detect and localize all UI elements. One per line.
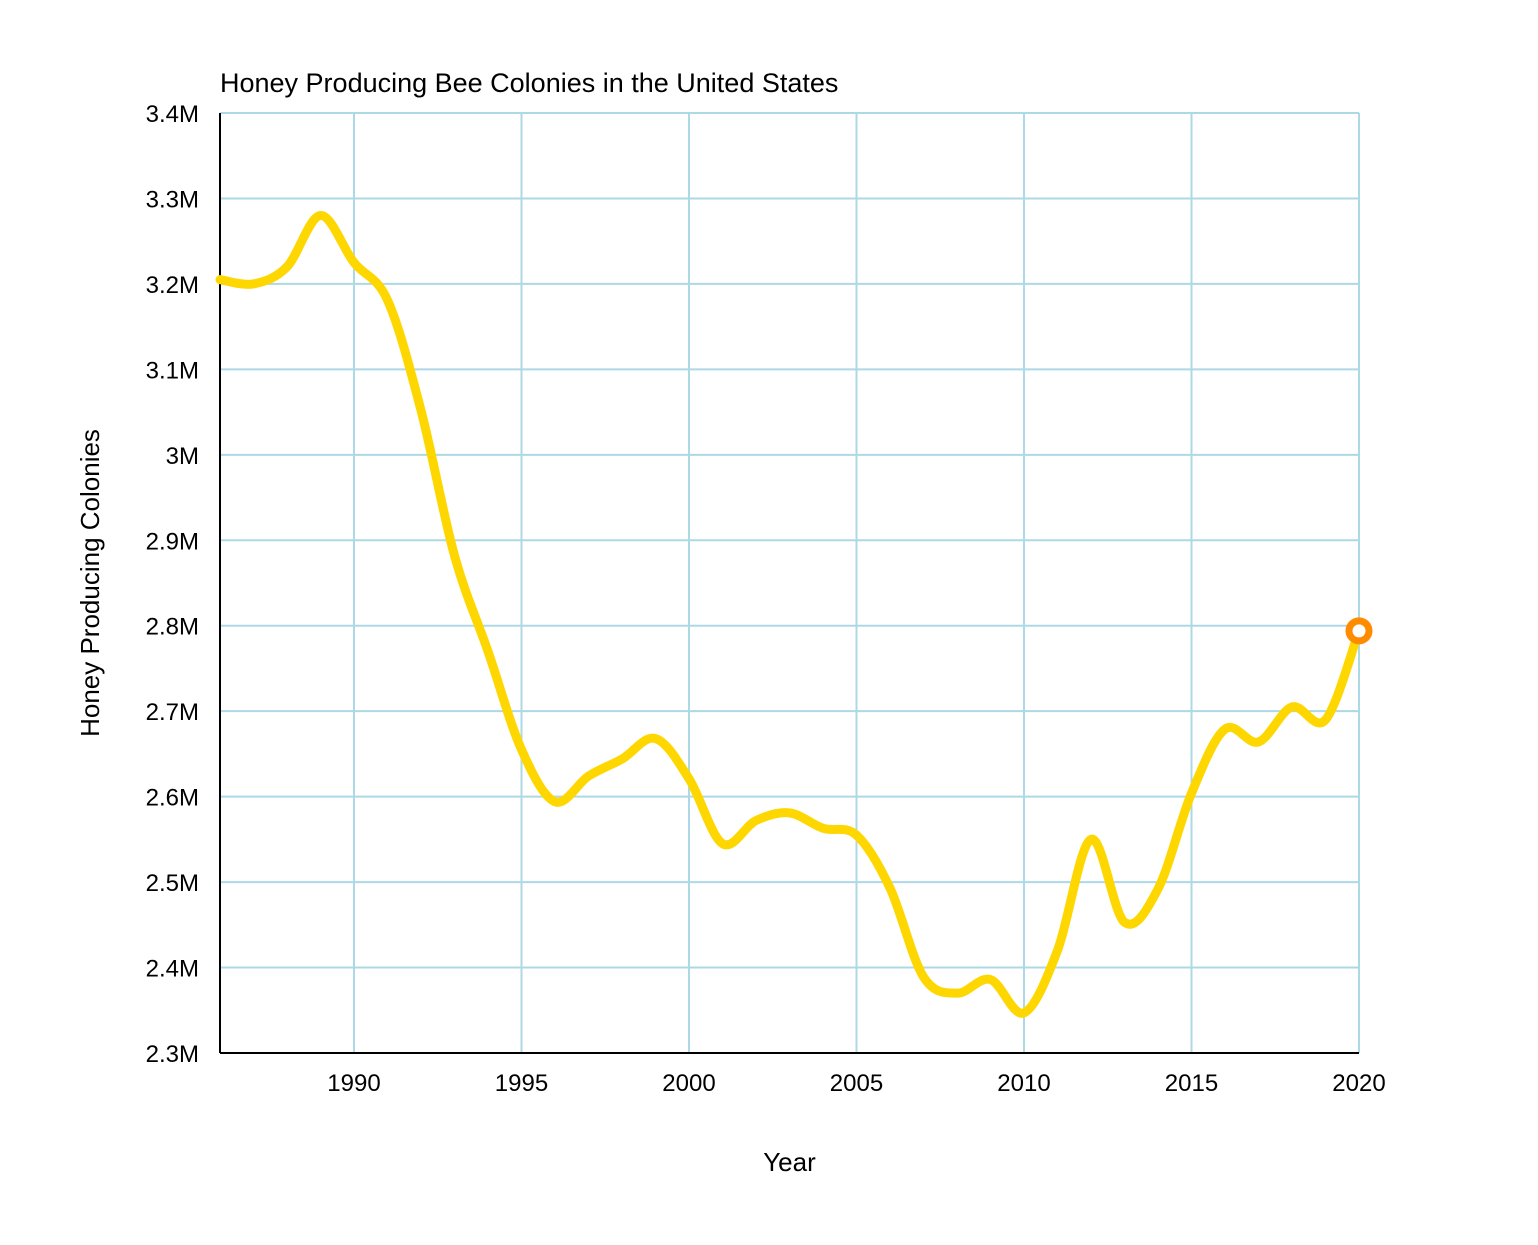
x-axis-ticks: 1990 1995 2000 2005 2010 2015 2020: [327, 1070, 1385, 1097]
highlight-point: [1345, 617, 1373, 645]
x-axis-title: Year: [763, 1147, 816, 1177]
axes: [219, 113, 1359, 1054]
y-tick-label: 3.1M: [146, 357, 199, 384]
y-tick-label: 2.8M: [146, 614, 199, 641]
y-tick-label: 2.9M: [146, 528, 199, 555]
series-layer: [215, 211, 1373, 1018]
grid-lines: [220, 112, 1360, 1054]
x-tick-label: 2005: [830, 1070, 883, 1097]
y-tick-label: 2.4M: [146, 956, 199, 983]
y-tick-label: 3.4M: [146, 101, 199, 128]
y-tick-label: 3.3M: [146, 186, 199, 213]
x-tick-label: 1990: [327, 1070, 380, 1097]
series-line: [215, 211, 1364, 1018]
x-tick-label: 2010: [997, 1070, 1050, 1097]
x-tick-label: 2015: [1165, 1070, 1218, 1097]
y-tick-label: 2.3M: [146, 1041, 199, 1068]
x-tick-label: 1995: [495, 1070, 548, 1097]
chart-title: Honey Producing Bee Colonies in the Unit…: [220, 68, 838, 98]
y-tick-label: 2.7M: [146, 699, 199, 726]
x-tick-label: 2020: [1332, 1070, 1385, 1097]
x-tick-label: 2000: [662, 1070, 715, 1097]
y-tick-label: 2.5M: [146, 870, 199, 897]
y-tick-label: 2.6M: [146, 785, 199, 812]
y-tick-label: 3.2M: [146, 272, 199, 299]
y-axis-title: Honey Producing Colonies: [75, 429, 105, 737]
y-tick-label: 3M: [166, 443, 199, 470]
y-axis-ticks: 2.3M 2.4M 2.5M 2.6M 2.7M 2.8M 2.9M 3M 3.1M 3.2M 3.…: [146, 101, 199, 1068]
